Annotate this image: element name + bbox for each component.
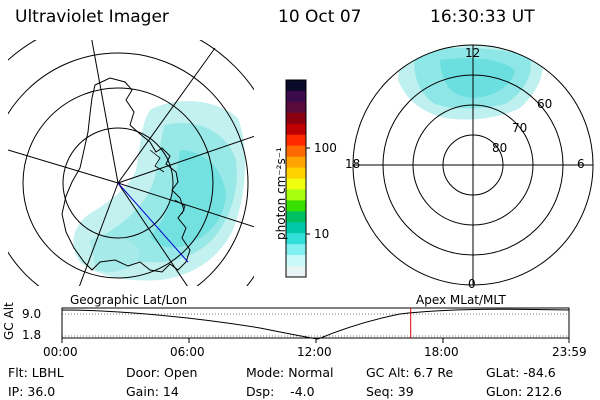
ip-info: IP: 36.0 bbox=[8, 384, 56, 399]
colorbar-band bbox=[286, 90, 306, 103]
right-aurora-emission bbox=[398, 45, 543, 120]
colorbar-band bbox=[286, 189, 306, 201]
door-info: Door: Open bbox=[126, 365, 198, 380]
colorbar-band bbox=[286, 101, 306, 114]
timeline-xtick-0000: 00:00 bbox=[43, 345, 78, 359]
colorbar-band bbox=[286, 112, 306, 125]
colorbar-band bbox=[286, 80, 306, 92]
mlt-label-18: 18 bbox=[345, 157, 361, 171]
altitude-curve bbox=[61, 308, 570, 340]
mode-info: Mode: Normal bbox=[246, 365, 334, 380]
colorbar-band bbox=[286, 178, 306, 190]
timeline-ylabel: GC Alt bbox=[2, 302, 16, 340]
timeline-ytick-top: 9.0 bbox=[22, 307, 42, 321]
colorbar-band bbox=[286, 233, 306, 245]
seq-info: Seq: 39 bbox=[366, 384, 414, 399]
filter-info: Flt: LBHL bbox=[8, 365, 64, 380]
apex-caption: Apex MLat/MLT bbox=[416, 293, 506, 307]
timeline-ticks bbox=[61, 338, 570, 343]
colorbar-band bbox=[286, 167, 306, 179]
colorbar-band bbox=[286, 145, 306, 158]
lat-label-60: 60 bbox=[537, 97, 553, 111]
subsolar-line bbox=[117, 182, 189, 263]
time-label: 16:30:33 UT bbox=[430, 7, 535, 27]
colorbar-band bbox=[286, 134, 306, 147]
gc-alt-info: GC Alt: 6.7 Re bbox=[366, 365, 454, 380]
geographic-caption: Geographic Lat/Lon bbox=[70, 293, 188, 307]
colorbar-band bbox=[286, 222, 306, 234]
timeline-xtick-2359: 23:59 bbox=[552, 345, 587, 359]
colorbar-band bbox=[286, 123, 306, 136]
coastline bbox=[61, 77, 191, 273]
mlt-dial bbox=[352, 44, 594, 286]
colorbar-tick-100: 100 bbox=[314, 141, 337, 155]
glat-info: GLat: -84.6 bbox=[486, 365, 556, 380]
date-label: 10 Oct 07 bbox=[278, 7, 362, 27]
left-aurora-emission bbox=[73, 100, 246, 281]
timeline-xtick-1800: 18:00 bbox=[424, 345, 459, 359]
dsp-info: Dsp: -4.0 bbox=[246, 384, 315, 399]
lat-label-70: 70 bbox=[512, 121, 528, 135]
colorbar-unit-label: photon cm⁻²s⁻¹ bbox=[274, 147, 288, 240]
colorbar-band bbox=[286, 211, 306, 223]
timeline-ytick-bottom: 1.8 bbox=[22, 328, 42, 342]
gain-info: Gain: 14 bbox=[126, 384, 179, 399]
mlt-label-0: 0 bbox=[468, 277, 476, 291]
mlt-label-12: 12 bbox=[465, 46, 481, 60]
timeline-xtick-0600: 06:00 bbox=[170, 345, 205, 359]
mlt-label-6: 6 bbox=[577, 157, 585, 171]
geographic-map bbox=[8, 40, 254, 286]
lat-label-80: 80 bbox=[492, 141, 508, 155]
colorbar-band bbox=[286, 266, 306, 278]
colorbar-band bbox=[286, 244, 306, 256]
glon-info: GLon: 212.6 bbox=[486, 384, 562, 399]
colorbar-band bbox=[286, 255, 306, 267]
colorbar-band bbox=[286, 200, 306, 212]
app-title: Ultraviolet Imager bbox=[15, 7, 169, 27]
altitude-timeline bbox=[61, 307, 570, 343]
graticule-lines bbox=[8, 40, 254, 286]
colorbar bbox=[285, 79, 310, 278]
colorbar-tick-10: 10 bbox=[314, 227, 330, 241]
colorbar-band bbox=[286, 156, 306, 169]
timeline-xtick-1200: 12:00 bbox=[297, 345, 332, 359]
